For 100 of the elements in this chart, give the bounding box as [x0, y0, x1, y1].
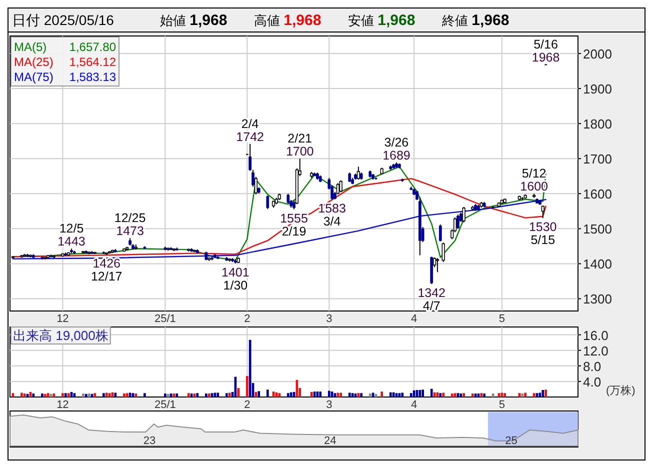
candlestick — [356, 166, 360, 180]
bar — [84, 394, 88, 397]
bar — [164, 394, 166, 397]
x-tick-label: 25/1 — [154, 313, 176, 325]
bar — [82, 394, 84, 397]
bar — [460, 394, 462, 397]
x-tick-label: 24 — [324, 435, 336, 447]
annotation: 12/25 1473 — [114, 211, 146, 238]
bar — [340, 392, 342, 397]
bar — [102, 393, 105, 397]
annotation: 1426 12/17 — [90, 256, 122, 284]
x-tick-label: 12 — [56, 313, 69, 325]
candlestick — [339, 180, 342, 193]
bar — [410, 393, 412, 397]
x-tick-label: 4 — [410, 313, 418, 325]
text: 高値 1,968 — [254, 12, 322, 29]
bar — [114, 392, 117, 397]
bar — [105, 392, 108, 397]
y-tick-label: 8.0 — [583, 358, 602, 374]
bar — [204, 394, 208, 397]
bar — [360, 393, 363, 397]
bar — [544, 390, 547, 397]
candlestick — [462, 206, 466, 223]
chart-title: 日付 2025/05/16 — [12, 12, 114, 28]
bar — [500, 392, 504, 397]
annotation: 2/4 1742 — [236, 116, 264, 144]
bar — [166, 394, 170, 397]
bar — [430, 388, 433, 397]
bar — [348, 392, 351, 397]
x-tick-label: 3 — [326, 313, 332, 325]
y-tick-label: 16.0 — [583, 328, 608, 343]
y-tick-label: 1400 — [583, 256, 612, 272]
candlestick — [336, 182, 340, 195]
bar — [20, 392, 23, 397]
x-tick-label: 4 — [410, 399, 418, 411]
bar — [492, 394, 494, 397]
bar — [216, 392, 220, 397]
bar — [176, 394, 178, 397]
candlestick — [438, 224, 442, 242]
bar — [450, 394, 454, 397]
y-tick-label: 4.0 — [583, 374, 602, 390]
bar — [266, 390, 269, 397]
bar — [336, 392, 340, 397]
bar — [532, 393, 536, 397]
bar — [64, 393, 67, 397]
text: 始値 1,968 — [160, 12, 228, 29]
y-tick-label: 12.0 — [583, 343, 608, 358]
annotation: 2/21 1700 — [286, 132, 314, 159]
y-tick-label: 1800 — [583, 116, 612, 132]
y-tick-label: 1500 — [583, 222, 612, 237]
bar — [208, 394, 210, 397]
bar — [126, 393, 128, 397]
bar — [504, 393, 506, 397]
bar — [225, 393, 228, 397]
bar — [62, 393, 64, 397]
y-tick-label: 1600 — [583, 186, 612, 202]
bar — [328, 390, 330, 397]
bar — [237, 388, 240, 397]
bar — [483, 394, 486, 397]
bar — [228, 392, 231, 397]
y-axis-title: (万株) — [606, 384, 636, 397]
bar — [524, 392, 526, 397]
bar — [41, 394, 44, 397]
y-tick-label: 2000 — [583, 46, 612, 62]
bar — [73, 393, 76, 397]
bar — [144, 393, 146, 397]
bar — [368, 394, 372, 397]
bar — [248, 340, 252, 397]
bar — [94, 393, 96, 397]
annotation: 5/16 1968 — [532, 38, 560, 65]
bar — [542, 390, 544, 397]
bar — [422, 390, 424, 397]
bar — [380, 392, 384, 397]
candlestick — [266, 194, 270, 210]
x-tick-label: 25 — [505, 435, 518, 447]
annotation: 1530 5/15 — [528, 220, 557, 248]
bar — [480, 393, 483, 397]
annotation: 1401 1/30 — [222, 265, 250, 292]
bar — [372, 392, 374, 397]
candlestick — [432, 256, 436, 268]
bar — [214, 392, 216, 397]
bar — [134, 394, 138, 397]
bar — [128, 392, 132, 397]
x-tick-label: 5 — [498, 313, 505, 325]
bar — [246, 376, 248, 397]
bar — [401, 392, 404, 397]
bar — [442, 392, 444, 397]
candlestick — [541, 205, 544, 219]
x-tick-label: 2 — [244, 399, 250, 411]
bar — [286, 393, 290, 397]
y-tick-label: 1700 — [583, 152, 612, 167]
bar — [319, 392, 322, 397]
annotation: 1583 3/4 — [318, 202, 346, 229]
y-tick-label: 1900 — [583, 82, 612, 97]
text: 安値 1,968 — [348, 12, 416, 29]
bar — [389, 392, 392, 397]
x-tick-label: 25/1 — [154, 399, 176, 411]
y-tick-label: 1300 — [583, 292, 612, 307]
x-tick-label: 2 — [244, 313, 250, 325]
bar — [258, 391, 260, 397]
